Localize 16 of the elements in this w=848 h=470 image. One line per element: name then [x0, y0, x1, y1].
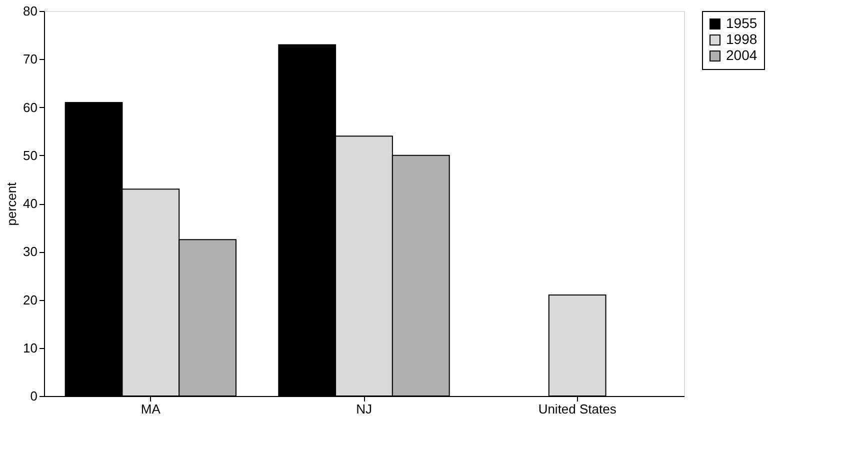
- y-tick-label: 70: [23, 52, 38, 67]
- legend-label: 2004: [726, 47, 758, 63]
- y-axis-title: percent: [4, 182, 20, 226]
- y-tick-label: 80: [23, 4, 38, 18]
- y-tick-label: 20: [23, 292, 38, 308]
- legend-label: 1998: [726, 31, 758, 47]
- y-tick-label: 0: [30, 388, 38, 404]
- x-tick-label: MA: [140, 402, 161, 416]
- x-tick-label: NJ: [356, 402, 372, 416]
- legend-label: 1955: [726, 15, 758, 31]
- y-tick-label: 50: [23, 148, 38, 163]
- y-tick-label: 40: [23, 196, 38, 211]
- y-tick-label: 60: [23, 100, 38, 115]
- y-tick-label: 10: [23, 340, 38, 356]
- y-tick-label: 30: [23, 244, 38, 260]
- x-tick-label: United States: [538, 402, 617, 416]
